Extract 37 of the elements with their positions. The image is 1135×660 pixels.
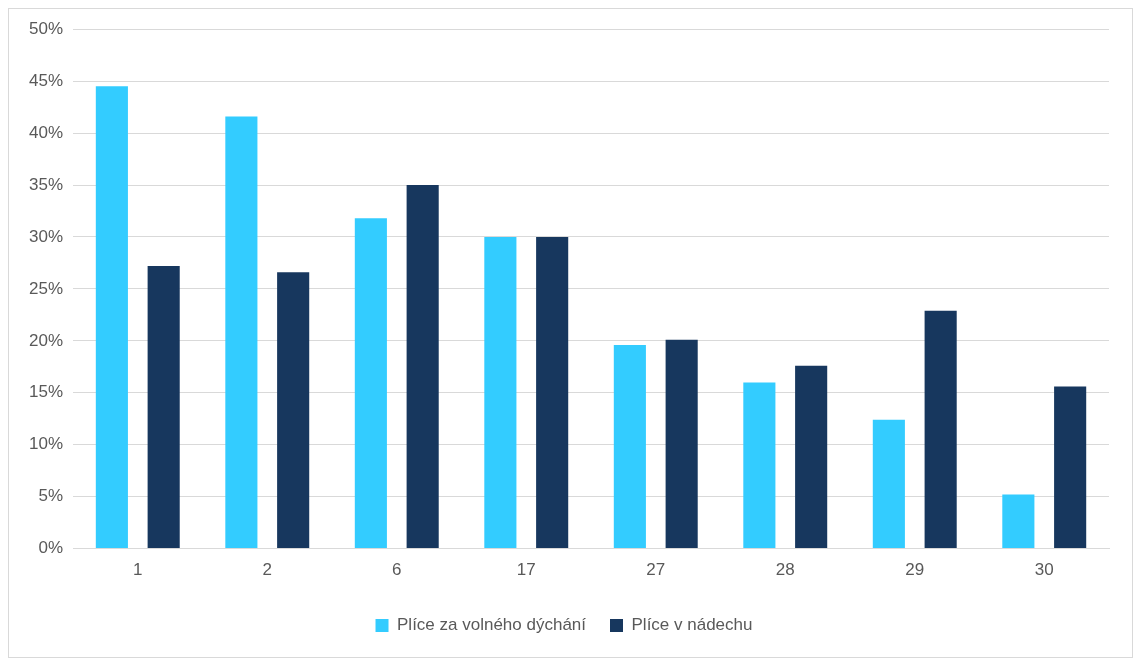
x-tick-label: 27 [646, 560, 666, 580]
bar [924, 310, 957, 549]
bar [665, 339, 698, 549]
bar [484, 236, 517, 549]
y-tick-label: 45% [28, 70, 64, 90]
y-tick-label: 5% [38, 486, 64, 506]
bar [1054, 386, 1087, 549]
x-tick-label: 17 [516, 560, 536, 580]
bar [872, 419, 905, 549]
bar [95, 86, 128, 549]
x-tick-label: 1 [133, 560, 143, 580]
y-tick-label: 30% [28, 226, 64, 246]
bar [795, 365, 828, 549]
bar [225, 116, 258, 549]
bar [536, 236, 569, 549]
bar [743, 382, 776, 549]
y-tick-label: 20% [28, 330, 64, 350]
y-tick-label: 10% [28, 434, 64, 454]
x-tick-label: 6 [392, 560, 402, 580]
legend-label: Plíce za volného dýchání [397, 615, 587, 635]
bar [613, 345, 646, 549]
legend-label: Plíce v nádechu [631, 615, 753, 635]
x-tick-label: 30 [1034, 560, 1054, 580]
y-tick-label: 35% [28, 174, 64, 194]
y-tick-label: 0% [38, 538, 64, 558]
y-tick-label: 50% [28, 18, 64, 38]
bar [147, 266, 180, 549]
y-tick-label: 25% [28, 278, 64, 298]
x-tick-label: 2 [262, 560, 272, 580]
bar [277, 272, 310, 549]
bar [1002, 494, 1035, 549]
bar [354, 218, 387, 549]
x-tick-label: 28 [775, 560, 795, 580]
y-tick-label: 15% [28, 382, 64, 402]
bar [406, 185, 439, 549]
x-tick-label: 29 [905, 560, 925, 580]
y-tick-label: 40% [28, 122, 64, 142]
